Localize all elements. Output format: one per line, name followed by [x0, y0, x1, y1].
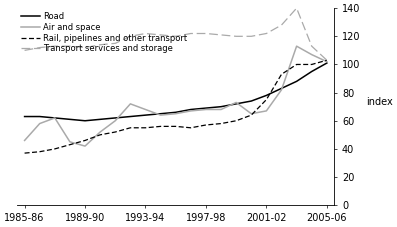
Road	[173, 111, 178, 114]
Air and space	[83, 145, 87, 148]
Rail, pipelines and other transport	[189, 126, 193, 129]
Air and space	[173, 112, 178, 115]
Transport services and storage	[324, 59, 329, 62]
Transport services and storage	[279, 24, 284, 26]
Transport services and storage	[67, 45, 72, 47]
Transport services and storage	[173, 35, 178, 38]
Air and space	[52, 117, 57, 119]
Transport services and storage	[83, 46, 87, 49]
Air and space	[128, 103, 133, 105]
Air and space	[98, 131, 102, 133]
Air and space	[113, 119, 118, 122]
Air and space	[219, 108, 224, 111]
Rail, pipelines and other transport	[324, 59, 329, 62]
Air and space	[158, 114, 163, 116]
Transport services and storage	[128, 35, 133, 38]
Air and space	[204, 108, 208, 111]
Line: Transport services and storage: Transport services and storage	[25, 8, 327, 60]
Legend: Road, Air and space, Rail, pipelines and other transport, Transport services and: Road, Air and space, Rail, pipelines and…	[21, 12, 187, 53]
Transport services and storage	[264, 32, 269, 35]
Transport services and storage	[204, 32, 208, 35]
Rail, pipelines and other transport	[173, 125, 178, 128]
Road	[234, 103, 239, 105]
Rail, pipelines and other transport	[249, 114, 254, 116]
Air and space	[234, 101, 239, 104]
Road	[113, 117, 118, 119]
Road	[143, 114, 148, 116]
Rail, pipelines and other transport	[234, 119, 239, 122]
Rail, pipelines and other transport	[204, 124, 208, 126]
Rail, pipelines and other transport	[22, 152, 27, 155]
Line: Air and space: Air and space	[25, 46, 327, 146]
Air and space	[279, 89, 284, 91]
Transport services and storage	[294, 7, 299, 10]
Road	[264, 94, 269, 97]
Transport services and storage	[37, 46, 42, 49]
Road	[67, 118, 72, 121]
Road	[22, 115, 27, 118]
Road	[37, 115, 42, 118]
Rail, pipelines and other transport	[37, 150, 42, 153]
Rail, pipelines and other transport	[143, 126, 148, 129]
Road	[189, 108, 193, 111]
Road	[294, 80, 299, 83]
Road	[309, 70, 314, 73]
Air and space	[189, 110, 193, 112]
Road	[204, 107, 208, 109]
Transport services and storage	[234, 35, 239, 38]
Air and space	[309, 53, 314, 56]
Air and space	[264, 110, 269, 112]
Rail, pipelines and other transport	[98, 133, 102, 136]
Transport services and storage	[98, 43, 102, 46]
Air and space	[22, 139, 27, 142]
Transport services and storage	[52, 45, 57, 47]
Transport services and storage	[22, 49, 27, 52]
Air and space	[143, 108, 148, 111]
Transport services and storage	[309, 45, 314, 47]
Rail, pipelines and other transport	[52, 148, 57, 150]
Rail, pipelines and other transport	[158, 125, 163, 128]
Air and space	[67, 141, 72, 143]
Rail, pipelines and other transport	[294, 63, 299, 66]
Air and space	[249, 112, 254, 115]
Road	[324, 62, 329, 64]
Air and space	[37, 122, 42, 125]
Road	[52, 117, 57, 119]
Transport services and storage	[189, 32, 193, 35]
Line: Road: Road	[25, 63, 327, 121]
Air and space	[324, 60, 329, 63]
Rail, pipelines and other transport	[309, 63, 314, 66]
Road	[158, 112, 163, 115]
Transport services and storage	[158, 34, 163, 36]
Rail, pipelines and other transport	[219, 122, 224, 125]
Road	[128, 115, 133, 118]
Transport services and storage	[143, 32, 148, 35]
Road	[83, 119, 87, 122]
Rail, pipelines and other transport	[264, 98, 269, 101]
Rail, pipelines and other transport	[83, 139, 87, 142]
Road	[219, 105, 224, 108]
Rail, pipelines and other transport	[113, 131, 118, 133]
Rail, pipelines and other transport	[128, 126, 133, 129]
Road	[279, 87, 284, 90]
Rail, pipelines and other transport	[279, 73, 284, 76]
Transport services and storage	[249, 35, 254, 38]
Transport services and storage	[113, 42, 118, 45]
Y-axis label: index: index	[366, 97, 393, 107]
Road	[249, 100, 254, 102]
Transport services and storage	[219, 34, 224, 36]
Rail, pipelines and other transport	[67, 143, 72, 146]
Road	[98, 118, 102, 121]
Air and space	[294, 45, 299, 47]
Line: Rail, pipelines and other transport: Rail, pipelines and other transport	[25, 60, 327, 153]
